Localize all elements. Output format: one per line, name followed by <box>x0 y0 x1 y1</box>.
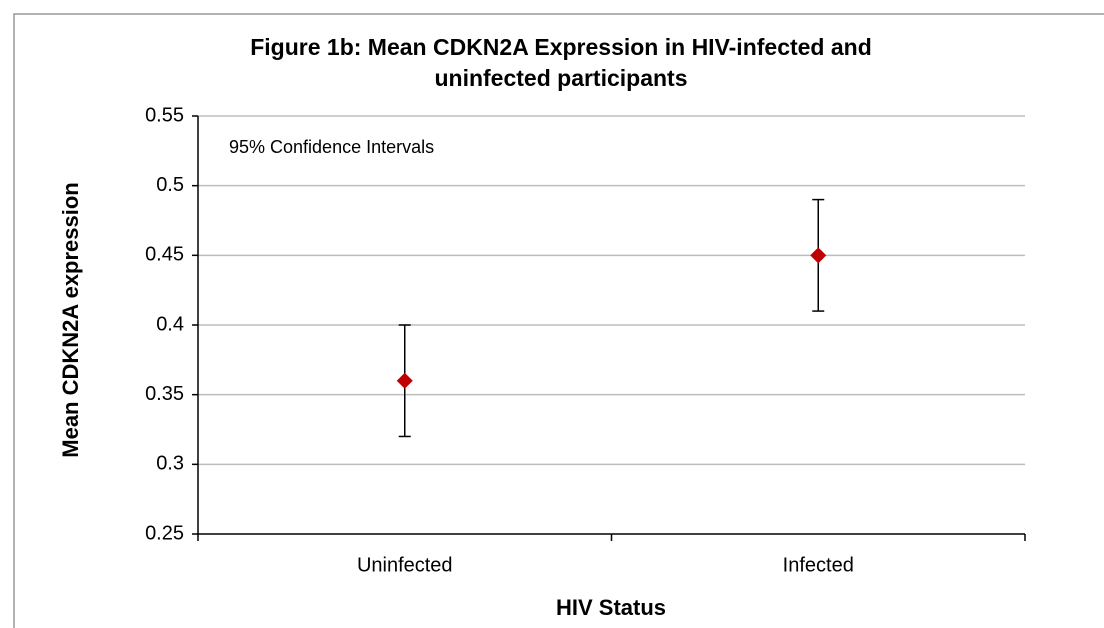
x-tick-label: Infected <box>783 554 854 576</box>
x-tick-label: Uninfected <box>357 554 453 576</box>
chart-title: uninfected participants <box>434 65 687 91</box>
mean-marker <box>810 247 827 264</box>
annotation: 95% Confidence Intervals <box>229 137 434 157</box>
y-tick-label: 0.55 <box>145 104 184 126</box>
x-axis-label: HIV Status <box>556 595 666 620</box>
y-tick-label: 0.3 <box>156 453 184 475</box>
y-tick-label: 0.35 <box>145 383 184 405</box>
y-tick-label: 0.45 <box>145 244 184 266</box>
y-axis-label: Mean CDKN2A expression <box>58 182 83 457</box>
chart-title: Figure 1b: Mean CDKN2A Expression in HIV… <box>250 34 872 60</box>
y-tick-label: 0.25 <box>145 522 184 544</box>
y-tick-label: 0.4 <box>156 313 184 335</box>
y-tick-label: 0.5 <box>156 174 184 196</box>
chart-frame <box>13 13 1104 628</box>
mean-marker <box>396 372 413 389</box>
